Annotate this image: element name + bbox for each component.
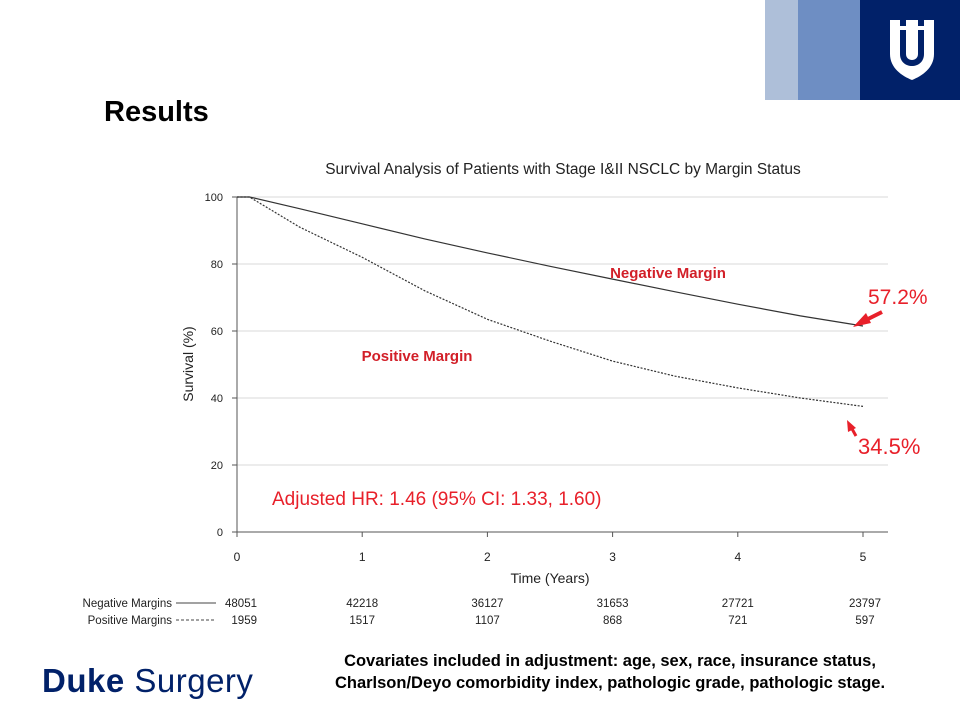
footnote-line-2: Charlson/Deyo comorbidity index, patholo… <box>334 674 886 692</box>
risk-count-0-5: 23797 <box>849 598 881 610</box>
duke-surgery-logo: Duke Surgery <box>42 662 253 700</box>
x-tick-label-4: 4 <box>734 550 741 564</box>
survival-curves <box>237 196 864 407</box>
risk-table: Negative Margins 48051 42218 36127 31653 2772… <box>83 598 881 627</box>
risk-count-0-3: 31653 <box>597 598 629 610</box>
x-axis-label: Time (Years) <box>510 570 589 586</box>
footnote: Covariates included in adjustment: age, … <box>270 650 950 694</box>
header-band-mid <box>798 0 860 100</box>
risk-count-1-1: 1517 <box>349 615 375 627</box>
risk-count-1-3: 868 <box>603 615 622 627</box>
series-label-positive: Positive Margin <box>362 348 473 365</box>
y-tick-label-0: 0 <box>217 527 223 539</box>
logo-word-duke: Duke <box>42 662 125 699</box>
y-tick-label-20: 20 <box>211 460 223 472</box>
logo-word-surgery: Surgery <box>134 662 254 699</box>
risk-count-1-4: 721 <box>728 615 747 627</box>
risk-count-0-0: 48051 <box>225 598 257 610</box>
footnote-line-1: Covariates included in adjustment: age, … <box>344 652 876 670</box>
negative-end-value: 57.2% <box>868 286 928 309</box>
duke-shield-logo-icon <box>890 20 934 80</box>
x-tick-label-3: 3 <box>609 550 616 564</box>
y-tick-label-100: 100 <box>205 192 223 204</box>
chart-grid <box>237 196 888 466</box>
series-label-negative: Negative Margin <box>610 265 726 282</box>
x-tick-label-5: 5 <box>860 550 867 564</box>
series-line-positive-margin <box>237 196 864 407</box>
risk-count-0-4: 27721 <box>722 598 754 610</box>
risk-count-1-5: 597 <box>855 615 874 627</box>
risk-row-label-1: Positive Margins <box>88 615 173 627</box>
x-axis: 0 1 2 3 4 5 <box>234 531 888 564</box>
arrow-positive-head <box>847 420 856 432</box>
y-axis-label: Survival (%) <box>180 326 196 401</box>
y-tick-label-80: 80 <box>211 259 223 271</box>
x-tick-label-1: 1 <box>359 550 366 564</box>
risk-row-label-0: Negative Margins <box>83 598 173 610</box>
risk-count-1-2: 1107 <box>475 615 500 627</box>
x-tick-label-2: 2 <box>484 550 491 564</box>
y-tick-label-40: 40 <box>211 393 223 405</box>
positive-end-value: 34.5% <box>858 434 920 459</box>
y-axis: 0 20 40 60 80 100 <box>205 192 238 539</box>
risk-count-0-1: 42218 <box>346 598 378 610</box>
hazard-ratio-annotation: Adjusted HR: 1.46 (95% CI: 1.33, 1.60) <box>272 489 602 510</box>
x-tick-label-0: 0 <box>234 550 241 564</box>
series-line-negative-margin <box>237 196 864 327</box>
arrow-negative-head <box>853 313 871 327</box>
risk-count-0-2: 36127 <box>471 598 503 610</box>
header-band-light <box>765 0 798 100</box>
slide-title: Results <box>104 96 209 128</box>
chart-title: Survival Analysis of Patients with Stage… <box>325 161 801 178</box>
risk-count-1-0: 1959 <box>231 615 257 627</box>
y-tick-label-60: 60 <box>211 326 223 338</box>
